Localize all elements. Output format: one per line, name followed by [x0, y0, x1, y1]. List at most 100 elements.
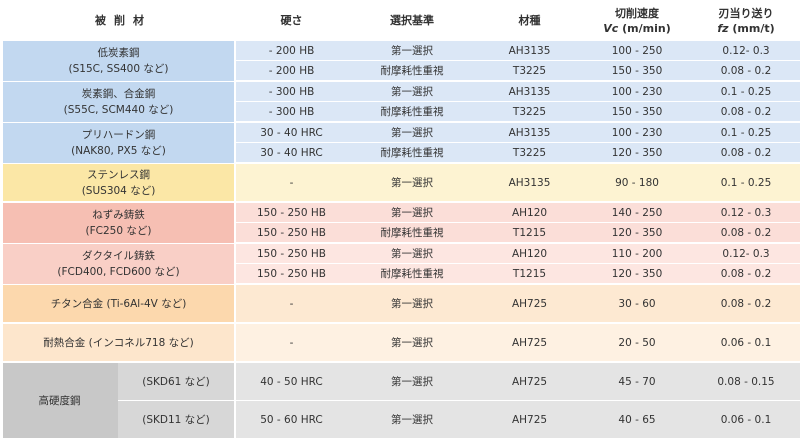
header-feed-per-tooth: 刃当り送り fz (mm/t): [692, 0, 800, 41]
fz-cell: 0.08 - 0.2: [692, 61, 800, 82]
fz-cell: 0.12- 0.3: [692, 244, 800, 264]
header-grade: 材種: [477, 0, 582, 41]
vc-cell: 110 - 200: [582, 244, 692, 264]
selection-cell: 第一選択: [347, 363, 477, 401]
grade-cell: T3225: [477, 102, 582, 123]
vc-cell: 150 - 350: [582, 102, 692, 123]
hardness-cell: 150 - 250 HB: [236, 203, 347, 223]
selection-cell: 第一選択: [347, 164, 477, 203]
fz-cell: 0.1 - 0.25: [692, 82, 800, 102]
vc-cell: 140 - 250: [582, 203, 692, 223]
hardness-cell: - 200 HB: [236, 41, 347, 61]
fz-cell: 0.06 - 0.1: [692, 324, 800, 363]
selection-cell: 耐摩耗性重視: [347, 61, 477, 82]
vc-cell: 150 - 350: [582, 61, 692, 82]
table-row: ダクタイル鋳鉄 (FCD400, FCD600 など) 150 - 250 HB …: [3, 244, 800, 285]
selection-cell: 耐摩耗性重視: [347, 143, 477, 164]
grade-cell: AH3135: [477, 123, 582, 143]
grade-cell: AH725: [477, 363, 582, 401]
fz-cell: 0.12- 0.3: [692, 41, 800, 61]
grade-cell: AH120: [477, 203, 582, 223]
header-row: 被削材 硬さ 選択基準 材種 切削速度 Vc (m/min) 刃当り送り fz (m…: [3, 0, 800, 41]
header-material: 被削材: [3, 0, 236, 41]
hardness-cell: 30 - 40 HRC: [236, 123, 347, 143]
vc-cell: 100 - 230: [582, 123, 692, 143]
header-hardness: 硬さ: [236, 0, 347, 41]
table-row: 150 - 250 HB 耐摩耗性重視 T1215 120 - 350 0.08…: [3, 223, 800, 244]
hardness-cell: 30 - 40 HRC: [236, 143, 347, 164]
table-row: - 200 HB 耐摩耗性重視 T3225 150 - 350 0.08 - 0…: [3, 61, 800, 82]
hardness-cell: - 200 HB: [236, 61, 347, 82]
hardness-cell: -: [236, 285, 347, 324]
fz-cell: 0.08 - 0.2: [692, 143, 800, 164]
fz-cell: 0.08 - 0.2: [692, 264, 800, 285]
selection-cell: 耐摩耗性重視: [347, 264, 477, 285]
hardness-cell: - 300 HB: [236, 82, 347, 102]
hardness-cell: -: [236, 324, 347, 363]
hardened-steel-label: 高硬度鋼: [3, 363, 116, 438]
grade-cell: T1215: [477, 264, 582, 285]
vc-cell: 45 - 70: [582, 363, 692, 401]
selection-cell: 第一選択: [347, 285, 477, 324]
vc-cell: 90 - 180: [582, 164, 692, 203]
table-row: ねずみ鋳鉄 (FC250 など) 150 - 250 HB 第一選択 AH120 …: [3, 203, 800, 244]
selection-cell: 耐摩耗性重視: [347, 102, 477, 123]
selection-cell: 第一選択: [347, 244, 477, 264]
table-row: 低炭素鋼 (S15C, SS400 など) - 200 HB 第一選択 AH313…: [3, 41, 800, 82]
hardness-cell: - 300 HB: [236, 102, 347, 123]
grade-cell: T1215: [477, 223, 582, 244]
table-row: 150 - 250 HB 耐摩耗性重視 T1215 120 - 350 0.08…: [3, 264, 800, 285]
material-cell: チタン合金 (Ti-6Al-4V など): [3, 285, 236, 324]
vc-cell: 30 - 60: [582, 285, 692, 324]
hardened-sub-skd61: (SKD61 など): [118, 363, 234, 401]
fz-cell: 0.12 - 0.3: [692, 203, 800, 223]
fz-cell: 0.08 - 0.15: [692, 363, 800, 401]
table-row: ステンレス鋼 (SUS304 など) - 第一選択 AH3135 90 - 180…: [3, 164, 800, 203]
fz-cell: 0.08 - 0.2: [692, 102, 800, 123]
vc-cell: 100 - 250: [582, 41, 692, 61]
hardness-cell: 40 - 50 HRC: [236, 363, 347, 401]
material-cell: プリハードン鋼 (NAK80, PX5 など): [3, 123, 236, 164]
header-cutting-speed: 切削速度 Vc (m/min): [582, 0, 692, 41]
hardness-cell: 50 - 60 HRC: [236, 401, 347, 439]
selection-cell: 第一選択: [347, 123, 477, 143]
grade-cell: AH3135: [477, 41, 582, 61]
material-cell: 低炭素鋼 (S15C, SS400 など): [3, 41, 236, 82]
grade-cell: T3225: [477, 61, 582, 82]
table-row: チタン合金 (Ti-6Al-4V など) - 第一選択 AH725 30 - 6…: [3, 285, 800, 324]
selection-cell: 第一選択: [347, 401, 477, 439]
grade-cell: AH3135: [477, 82, 582, 102]
hardness-cell: 150 - 250 HB: [236, 264, 347, 285]
cutting-conditions-table: 被削材 硬さ 選択基準 材種 切削速度 Vc (m/min) 刃当り送り fz (m…: [3, 0, 800, 439]
fz-cell: 0.08 - 0.2: [692, 285, 800, 324]
table-row: 炭素鋼、合金鋼 (S55C, SCM440 など) - 300 HB 第一選択 A…: [3, 82, 800, 123]
selection-cell: 第一選択: [347, 324, 477, 363]
header-selection: 選択基準: [347, 0, 477, 41]
table-row: プリハードン鋼 (NAK80, PX5 など) 30 - 40 HRC 第一選択 …: [3, 123, 800, 164]
vc-cell: 120 - 350: [582, 264, 692, 285]
selection-cell: 第一選択: [347, 203, 477, 223]
selection-cell: 耐摩耗性重視: [347, 223, 477, 244]
grade-cell: T3225: [477, 143, 582, 164]
material-cell: ステンレス鋼 (SUS304 など): [3, 164, 236, 203]
hardened-sub-skd11: (SKD11 など): [118, 401, 234, 438]
grade-cell: AH120: [477, 244, 582, 264]
fz-cell: 0.1 - 0.25: [692, 164, 800, 203]
material-cell: ねずみ鋳鉄 (FC250 など): [3, 203, 236, 244]
grade-cell: AH725: [477, 324, 582, 363]
grade-cell: AH3135: [477, 164, 582, 203]
selection-cell: 第一選択: [347, 41, 477, 61]
material-cell: 高硬度鋼 (SKD61 など) (SKD11 など): [3, 363, 236, 439]
hardness-cell: 150 - 250 HB: [236, 223, 347, 244]
fz-cell: 0.08 - 0.2: [692, 223, 800, 244]
table-row: - 300 HB 耐摩耗性重視 T3225 150 - 350 0.08 - 0…: [3, 102, 800, 123]
vc-cell: 120 - 350: [582, 143, 692, 164]
table-row: 30 - 40 HRC 耐摩耗性重視 T3225 120 - 350 0.08 …: [3, 143, 800, 164]
vc-cell: 100 - 230: [582, 82, 692, 102]
material-cell: 炭素鋼、合金鋼 (S55C, SCM440 など): [3, 82, 236, 123]
grade-cell: AH725: [477, 401, 582, 439]
table-row: 耐熱合金 (インコネル718 など) - 第一選択 AH725 20 - 50 …: [3, 324, 800, 363]
fz-cell: 0.1 - 0.25: [692, 123, 800, 143]
vc-cell: 20 - 50: [582, 324, 692, 363]
material-cell: 耐熱合金 (インコネル718 など): [3, 324, 236, 363]
